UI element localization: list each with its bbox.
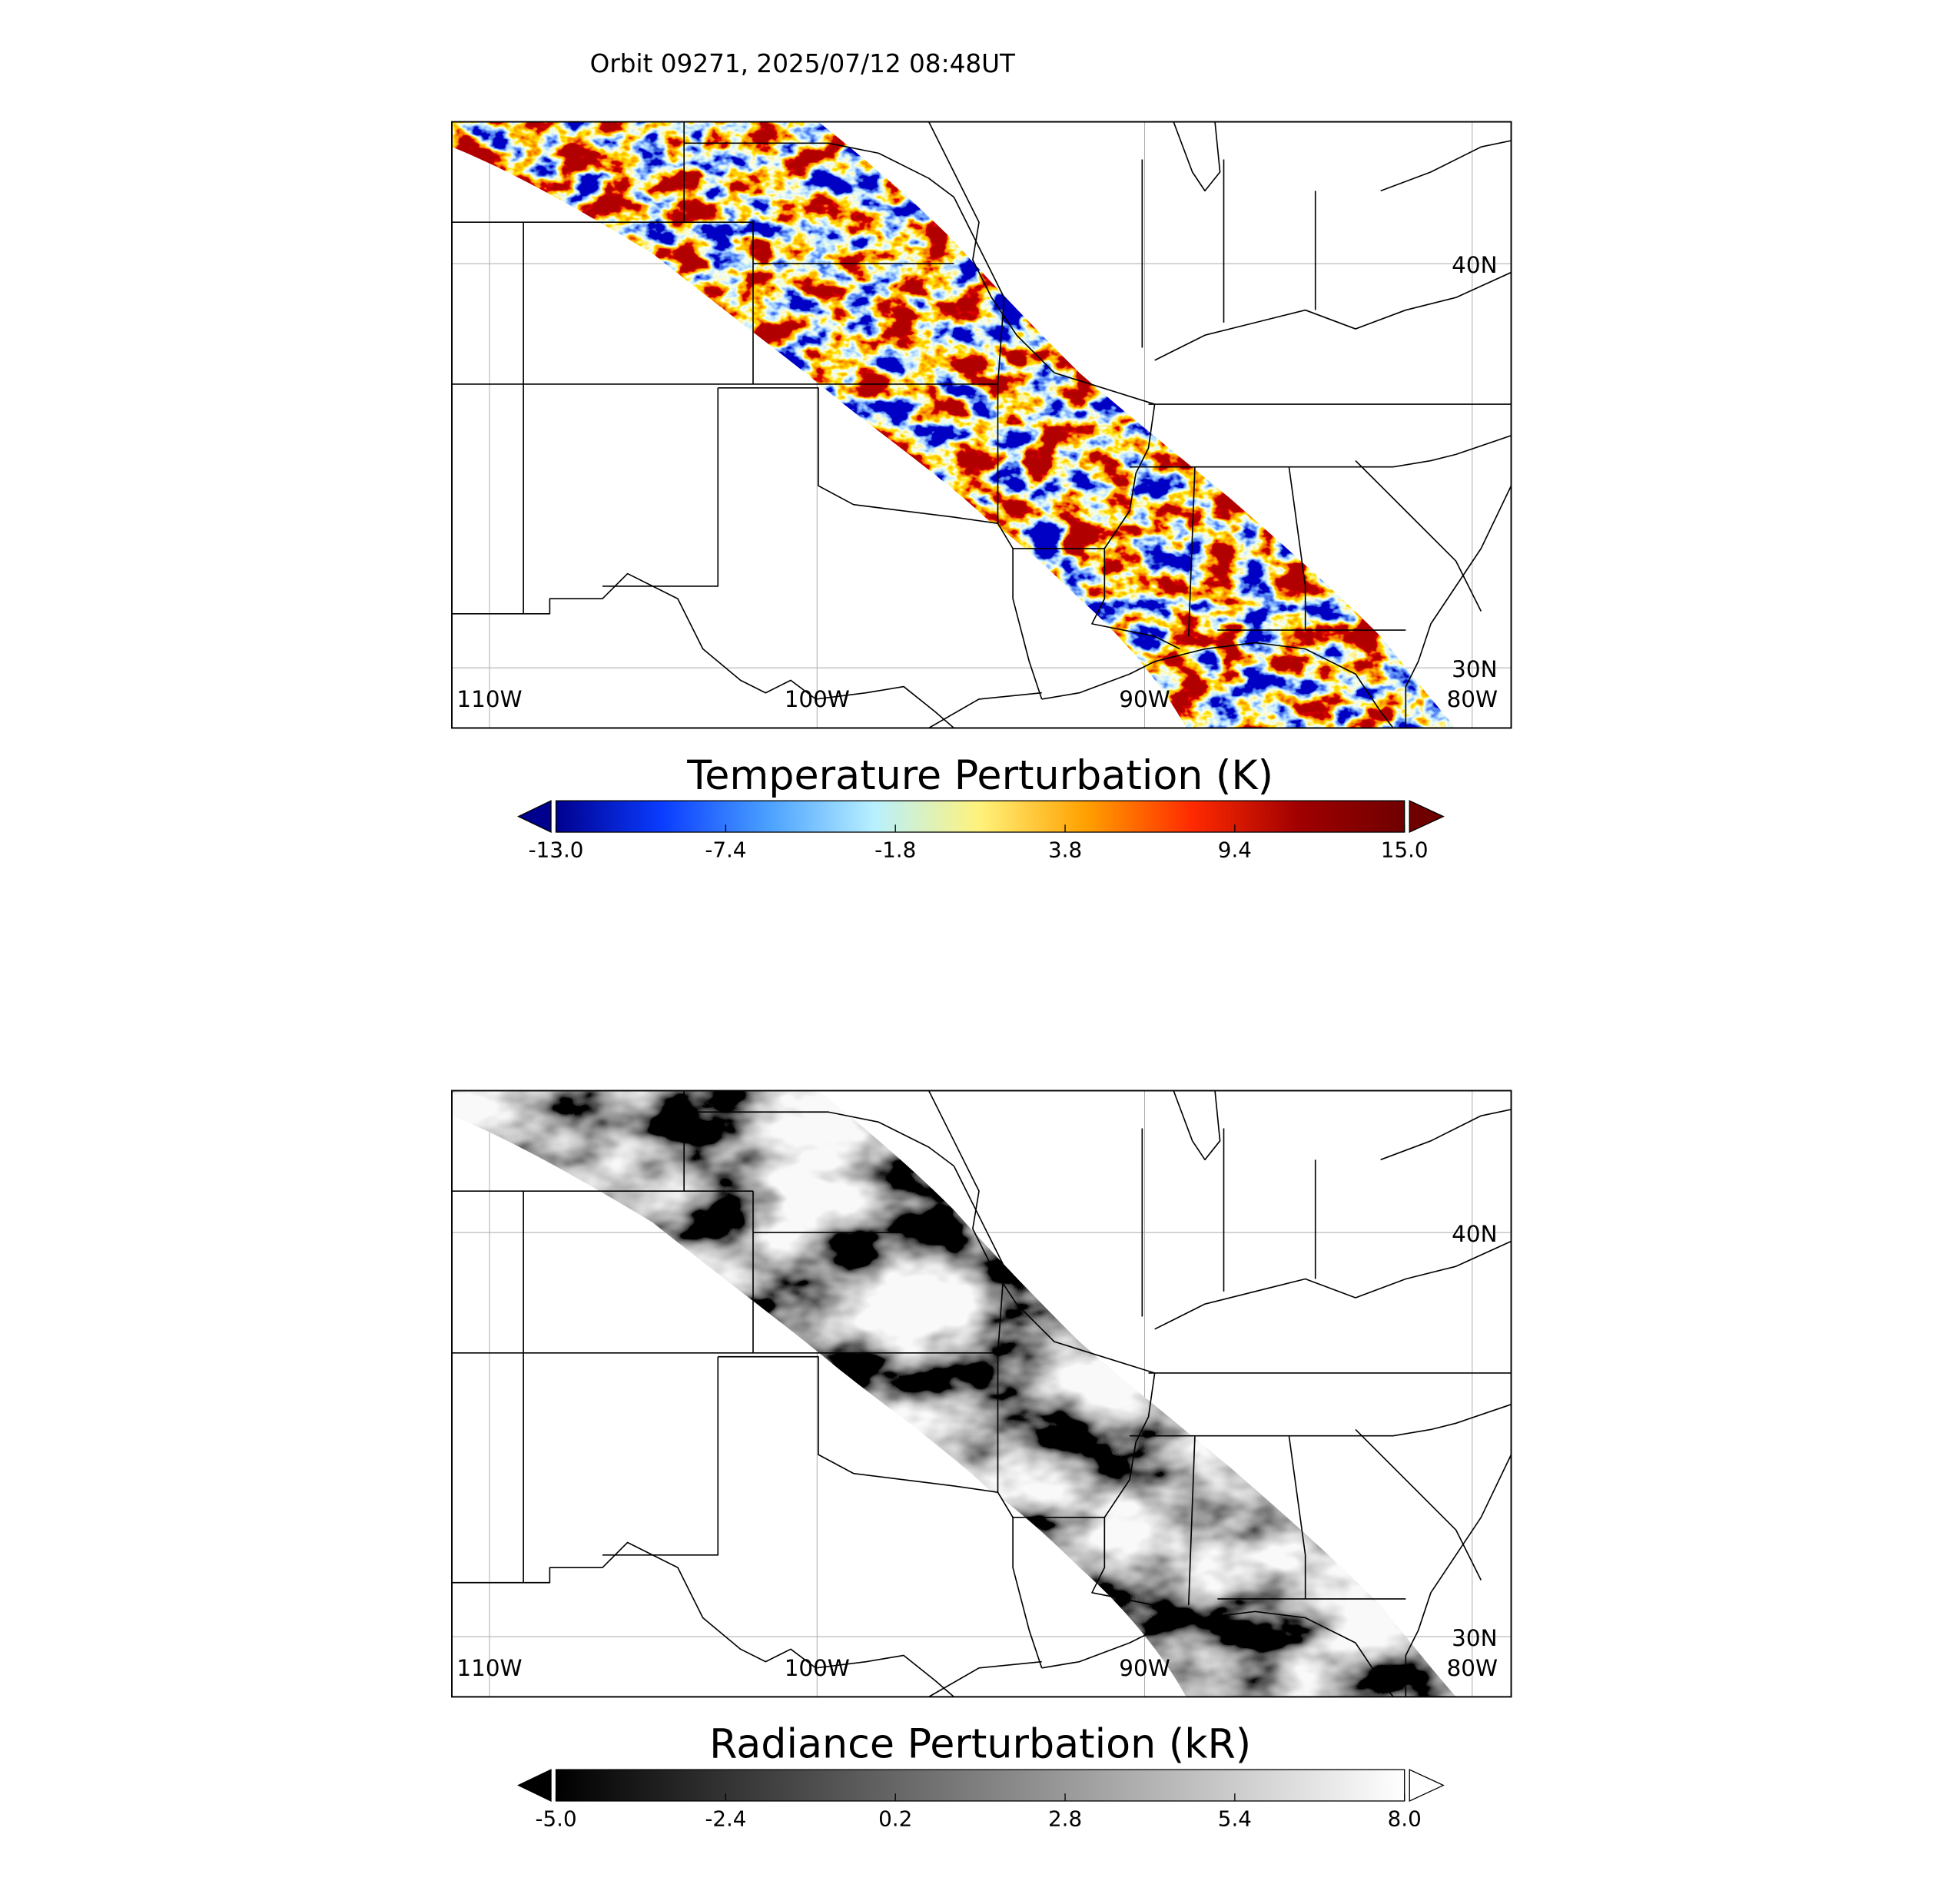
colorbar-extend-low [517, 800, 552, 834]
lon-label: 80W [1447, 686, 1498, 712]
map-panel: 110W 100W 90W 80W 30N 40N [451, 121, 1512, 729]
map-area [452, 1090, 1512, 1697]
colorbar-tick-label: -13.0 [529, 838, 584, 863]
satellite-swath [452, 121, 1456, 728]
lat-label: 40N [1452, 252, 1497, 278]
colorbar-tick-label: -2.4 [705, 1806, 746, 1831]
colorbar-title: Radiance Perturbation (kR) [709, 1721, 1251, 1768]
map-panel: 110W 100W 90W 80W 30N 40N [451, 1090, 1512, 1698]
colorbar: Temperature Perturbation (K) -13.0 -7.4 -1.… [517, 752, 1445, 863]
map-area [452, 121, 1512, 728]
colorbar-extend-low [517, 1769, 552, 1802]
lon-label: 110W [456, 1655, 522, 1681]
colorbar-bar [555, 1769, 1405, 1802]
lon-label: 100W [785, 686, 850, 712]
colorbar-tick-label: 5.4 [1218, 1806, 1252, 1831]
lat-label: 30N [1452, 1625, 1497, 1651]
colorbar-tick-label: -5.0 [535, 1806, 576, 1831]
lon-label: 90W [1119, 1655, 1170, 1681]
colorbar-tick-label: 9.4 [1218, 838, 1252, 863]
satellite-swath [452, 1090, 1456, 1697]
map-frame [451, 1090, 1512, 1698]
colorbar-tick-label: 15.0 [1381, 838, 1429, 863]
lon-label: 90W [1119, 686, 1170, 712]
colorbar-bar [555, 800, 1405, 833]
lon-label: 100W [785, 1655, 850, 1681]
colorbar-title: Temperature Perturbation (K) [686, 752, 1273, 799]
lon-label: 80W [1447, 1655, 1498, 1681]
colorbar-tick-label: 8.0 [1388, 1806, 1422, 1831]
colorbar-tick-label: 3.8 [1048, 838, 1082, 863]
lat-label: 30N [1452, 656, 1497, 682]
colorbar-tick-label: 2.8 [1048, 1806, 1082, 1831]
colorbar-tick-label: -1.8 [874, 838, 916, 863]
colorbar-tick-label: -7.4 [705, 838, 746, 863]
figure-title: Orbit 09271, 2025/07/12 08:48UT [590, 49, 1016, 78]
colorbar-extend-high [1409, 800, 1445, 834]
lat-label: 40N [1452, 1221, 1497, 1247]
colorbar: Radiance Perturbation (kR) -5.0 -2.4 0.2 2.8… [517, 1721, 1445, 1831]
lon-label: 110W [456, 686, 522, 712]
colorbar-extend-high [1409, 1769, 1445, 1802]
colorbar-tick-label: 0.2 [878, 1806, 912, 1831]
map-frame [451, 121, 1512, 729]
